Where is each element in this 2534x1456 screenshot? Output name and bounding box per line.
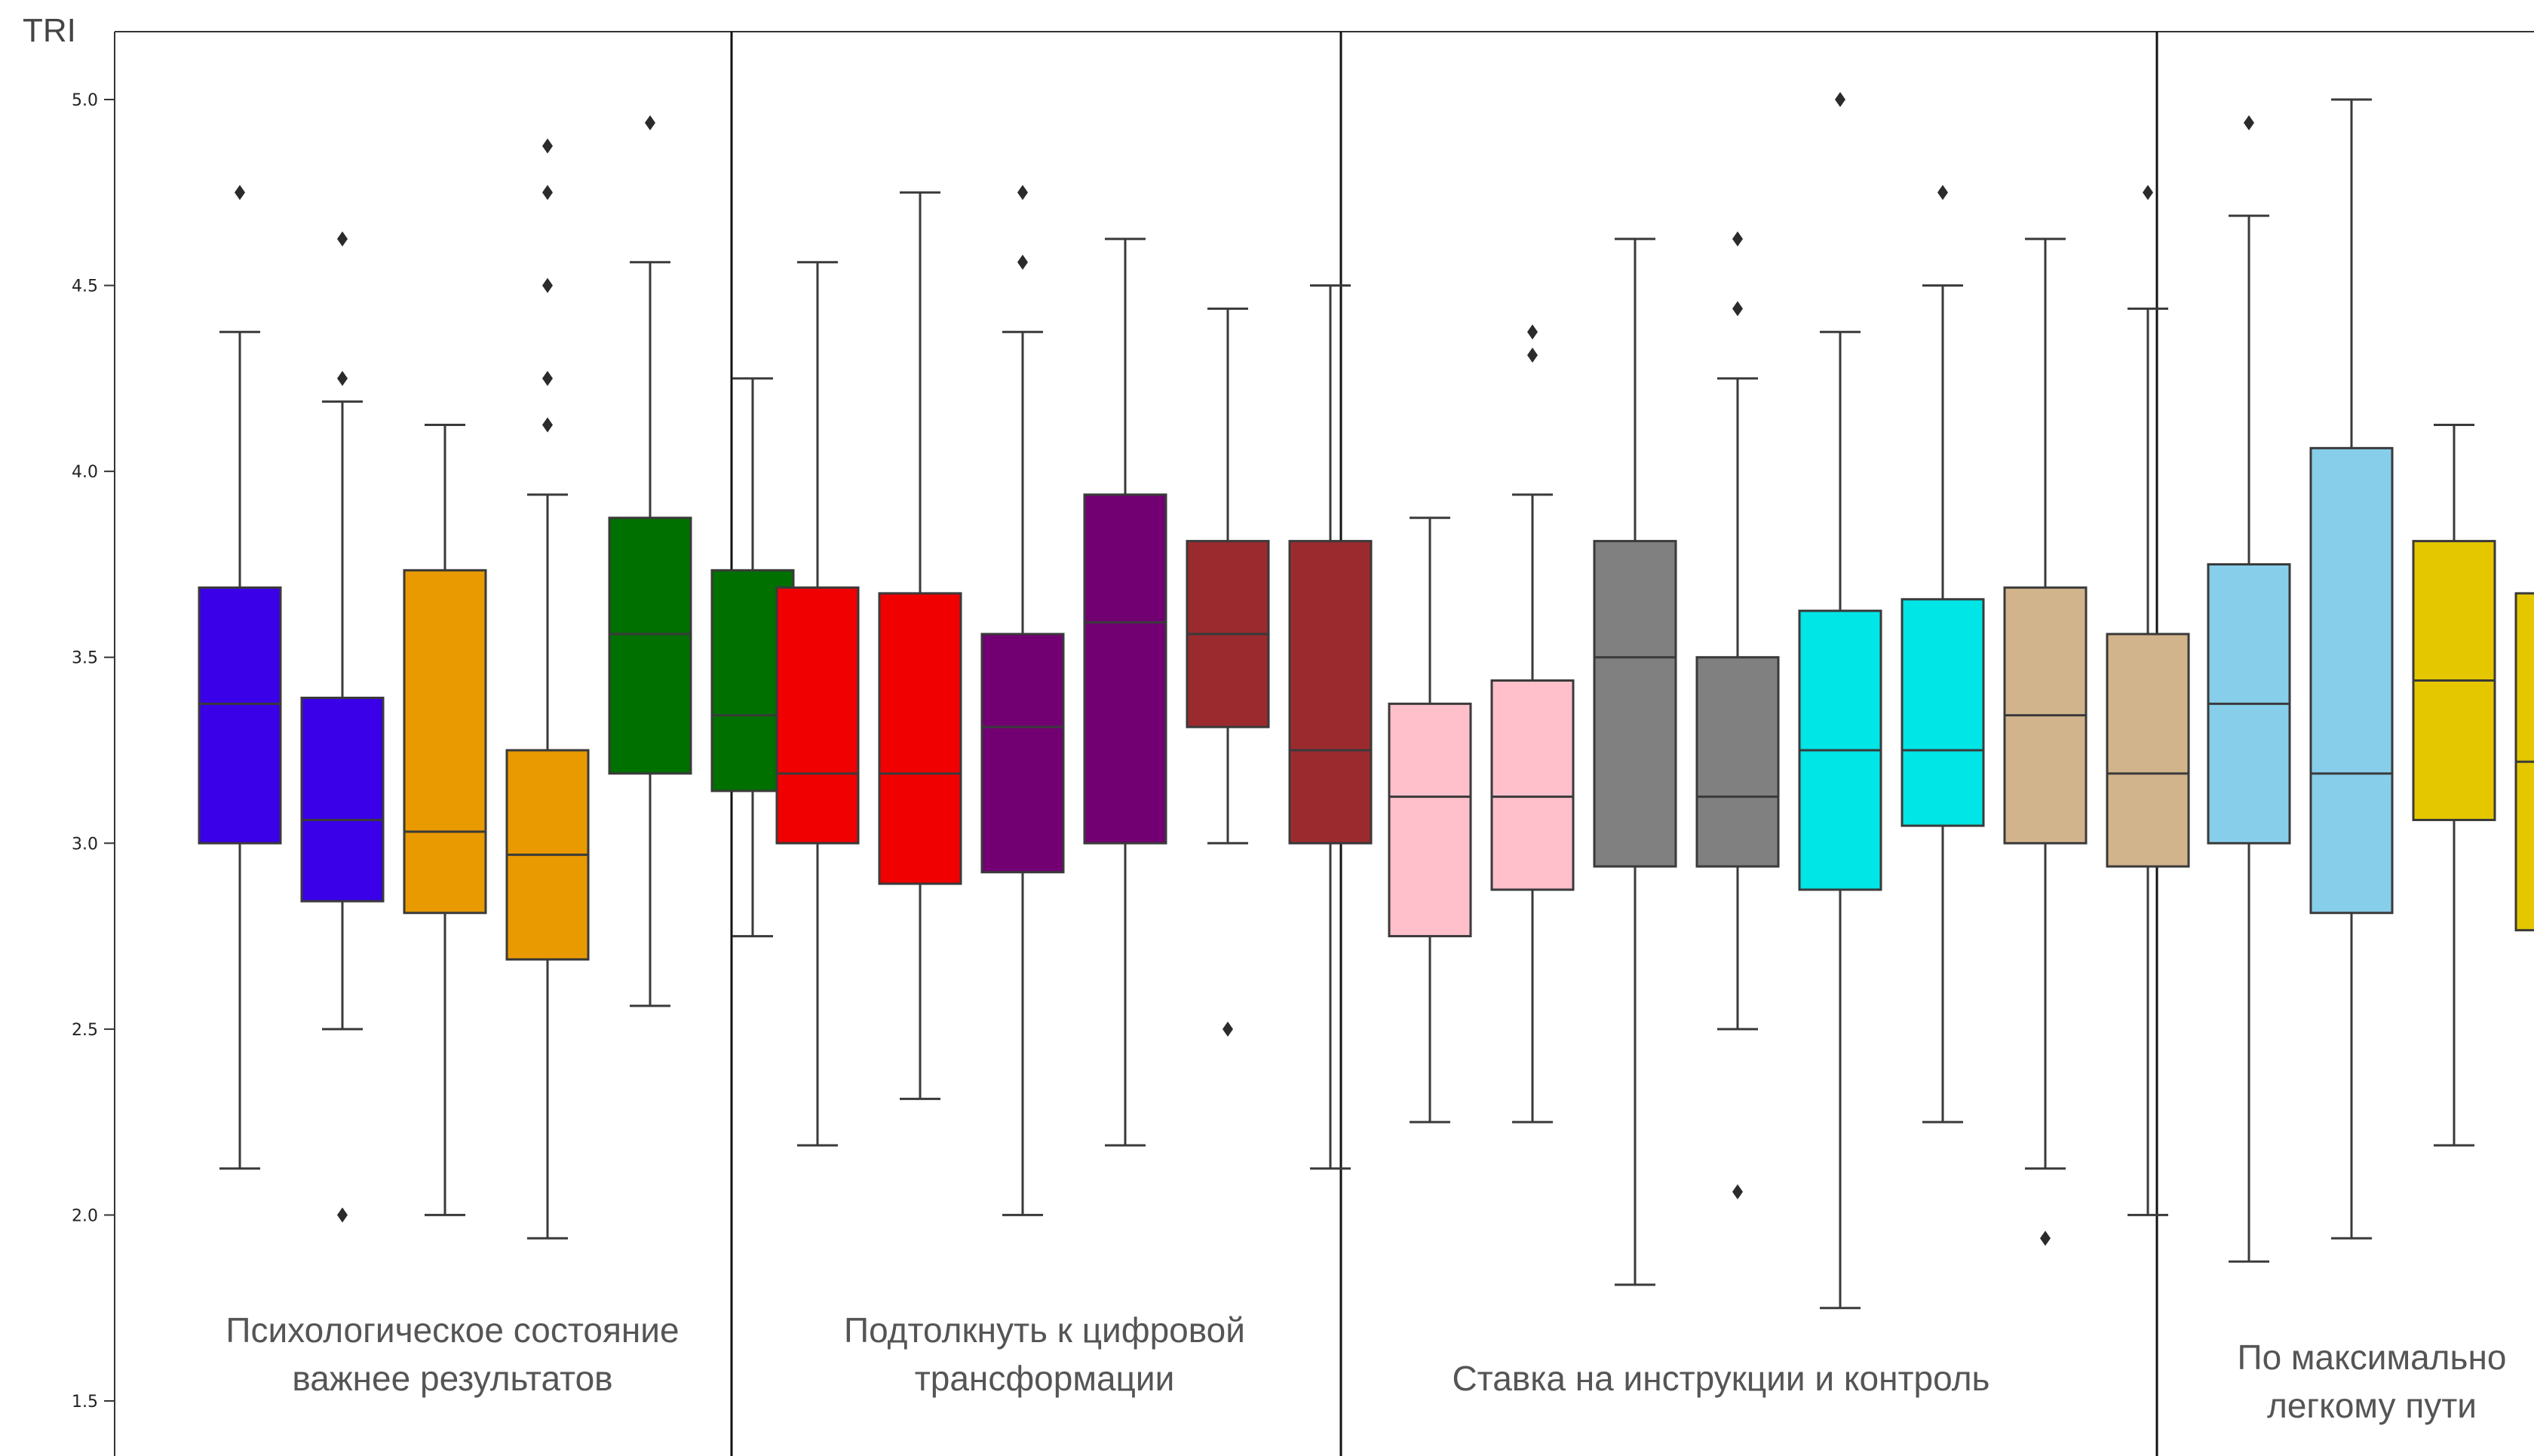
outlier-point [2244, 115, 2254, 130]
outlier-point [337, 231, 348, 247]
outlier-point [2040, 1231, 2051, 1246]
box-iqr [1593, 540, 1677, 868]
outlier-point [1732, 301, 1743, 317]
y-tick-label: 2.0 [72, 1206, 98, 1225]
outlier-point [1527, 324, 1538, 340]
plot-frame [114, 31, 2534, 1456]
box-plots [198, 92, 2534, 1310]
outlier-point [337, 370, 348, 386]
y-tick-label: 3.0 [72, 835, 98, 854]
box-plot [2514, 592, 2534, 932]
group-label-line: трансформации [915, 1359, 1175, 1398]
outlier-point [542, 138, 553, 154]
outlier-point [542, 185, 553, 201]
box-plot [878, 191, 962, 1100]
outlier-point [1017, 185, 1028, 201]
box-plot [1593, 238, 1677, 1286]
box-iqr [775, 586, 860, 844]
y-tick-label: 2.5 [72, 1021, 98, 1040]
box-plot [1083, 238, 1167, 1147]
box-group-4 [2207, 98, 2534, 1263]
box-plot [1186, 307, 1270, 1037]
box-iqr [608, 516, 692, 775]
box-plot [1900, 185, 1985, 1123]
outlier-point [542, 417, 553, 433]
box-iqr [1900, 598, 1985, 827]
box-iqr [300, 696, 385, 903]
y-tick-label: 3.5 [72, 649, 98, 668]
box-plot [1388, 516, 1472, 1123]
box-iqr [2309, 446, 2394, 915]
box-plot [1798, 92, 1882, 1310]
box-plot [2106, 185, 2190, 1216]
y-tick-label: 4.0 [72, 463, 98, 482]
outlier-point [1223, 1021, 1233, 1037]
box-group-3 [1388, 92, 2190, 1310]
group-label-line: По максимально [2238, 1338, 2507, 1377]
box-iqr [198, 586, 282, 844]
box-plot [198, 185, 282, 1170]
outlier-point [1732, 231, 1743, 247]
y-axis-title: TRI [23, 12, 76, 49]
box-iqr [1083, 493, 1167, 844]
group-label-line: Ставка на инструкции и контроль [1452, 1359, 1989, 1398]
box-plot [1695, 231, 1780, 1200]
box-iqr [980, 633, 1065, 874]
outlier-point [235, 185, 245, 201]
box-plot [2309, 98, 2394, 1240]
box-group-2 [775, 185, 1373, 1216]
box-iqr [2106, 633, 2190, 868]
box-plot [300, 231, 385, 1223]
group-labels: Психологическое состояние важнее результа… [225, 1310, 2506, 1425]
box-plot [2207, 115, 2291, 1263]
box-plot [775, 261, 860, 1147]
group-label-line: Подтолкнуть к цифровой [844, 1310, 1245, 1350]
outlier-point [1527, 348, 1538, 363]
box-plot [505, 138, 590, 1240]
box-iqr [878, 592, 962, 885]
group-label-line: важнее результатов [292, 1359, 612, 1398]
y-axis: 1.5 2.0 2.5 3.0 3.5 4.0 4.5 5.0 [72, 91, 115, 1412]
outlier-point [645, 115, 655, 130]
outlier-point [1937, 185, 1948, 201]
box-plot [1490, 324, 1575, 1123]
y-tick-label: 1.5 [72, 1393, 98, 1412]
outlier-point [542, 277, 553, 293]
box-iqr [403, 569, 487, 915]
outlier-point [337, 1207, 348, 1223]
box-plot [2412, 424, 2496, 1147]
y-tick-label: 4.5 [72, 277, 98, 296]
group-label-line: Психологическое состояние [225, 1310, 679, 1350]
outlier-point [1835, 92, 1845, 107]
group-label-line: легкому пути [2267, 1386, 2477, 1425]
outlier-point [1732, 1184, 1743, 1200]
box-group-1 [198, 115, 795, 1240]
box-plot [403, 424, 487, 1216]
y-tick-label: 5.0 [72, 91, 98, 110]
outlier-point [542, 370, 553, 386]
box-plot [980, 185, 1065, 1216]
box-plot [2003, 238, 2088, 1246]
box-plot [608, 115, 692, 1007]
box-iqr [1288, 540, 1373, 844]
outlier-point [1017, 254, 1028, 270]
box-iqr [1490, 679, 1575, 891]
box-iqr [1388, 702, 1472, 938]
box-iqr [1695, 656, 1780, 868]
outlier-point [2143, 185, 2153, 201]
box-plot [1288, 284, 1373, 1170]
